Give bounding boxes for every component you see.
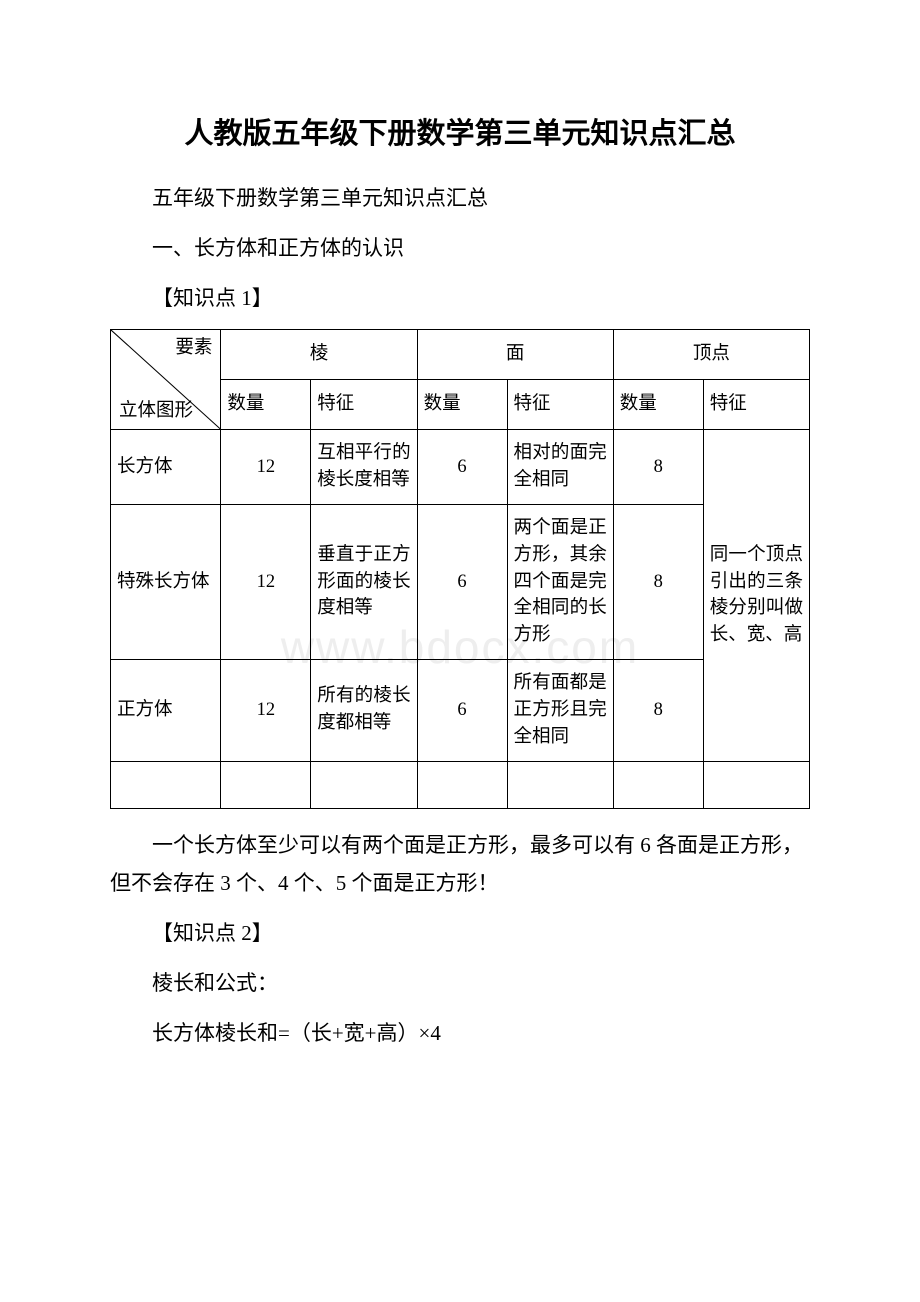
cell-face-n: 6 [417, 660, 507, 761]
empty-cell [613, 761, 703, 809]
solid-shapes-table: 要素 立体图形 棱 面 顶点 数量 特征 数量 特征 数量 特征 长方体 12 … [110, 329, 810, 809]
note-paragraph: 一个长方体至少可以有两个面是正方形，最多可以有 6 各面是正方形，但不会存在 3… [110, 827, 810, 903]
cell-edge-n: 12 [221, 430, 311, 505]
cell-edge-f: 所有的棱长度都相等 [311, 660, 417, 761]
empty-cell [311, 761, 417, 809]
knowledge-point-1-label: 【知识点 1】 [110, 280, 810, 318]
cell-face-f: 两个面是正方形，其余四个面是完全相同的长方形 [507, 505, 613, 660]
cell-face-n: 6 [417, 430, 507, 505]
table-header-row-1: 要素 立体图形 棱 面 顶点 [111, 330, 810, 380]
cell-edge-f: 垂直于正方形面的棱长度相等 [311, 505, 417, 660]
subtitle: 五年级下册数学第三单元知识点汇总 [110, 180, 810, 218]
header-vertex-qty: 数量 [613, 380, 703, 430]
cell-shape-name: 特殊长方体 [111, 505, 221, 660]
header-face: 面 [417, 330, 613, 380]
cell-vert-feat-merged: 同一个顶点引出的三条棱分别叫做长、宽、高 [703, 430, 809, 761]
empty-cell [417, 761, 507, 809]
header-face-qty: 数量 [417, 380, 507, 430]
cell-face-f: 所有面都是正方形且完全相同 [507, 660, 613, 761]
empty-cell [221, 761, 311, 809]
formula-cuboid-edge-sum: 长方体棱长和=（长+宽+高）×4 [110, 1015, 810, 1053]
table-row-cuboid: 长方体 12 互相平行的棱长度相等 6 相对的面完全相同 8 同一个顶点引出的三… [111, 430, 810, 505]
cell-edge-n: 12 [221, 505, 311, 660]
knowledge-point-2-label: 【知识点 2】 [110, 915, 810, 953]
header-face-feat: 特征 [507, 380, 613, 430]
diag-header-top: 要素 [175, 336, 212, 360]
cell-face-f: 相对的面完全相同 [507, 430, 613, 505]
header-vertex-feat: 特征 [703, 380, 809, 430]
empty-cell [703, 761, 809, 809]
cell-edge-f: 互相平行的棱长度相等 [311, 430, 417, 505]
table-empty-row [111, 761, 810, 809]
header-edge-feat: 特征 [311, 380, 417, 430]
formula-heading: 棱长和公式： [110, 965, 810, 1003]
empty-cell [111, 761, 221, 809]
diag-header-bottom: 立体图形 [119, 399, 193, 423]
cell-shape-name: 正方体 [111, 660, 221, 761]
empty-cell [507, 761, 613, 809]
cell-face-n: 6 [417, 505, 507, 660]
cell-shape-name: 长方体 [111, 430, 221, 505]
cell-edge-n: 12 [221, 660, 311, 761]
page-title: 人教版五年级下册数学第三单元知识点汇总 [110, 110, 810, 152]
cell-vert-n: 8 [613, 505, 703, 660]
diagonal-header-cell: 要素 立体图形 [111, 330, 221, 430]
cell-vert-n: 8 [613, 430, 703, 505]
section-heading: 一、长方体和正方体的认识 [110, 230, 810, 268]
document-content: 人教版五年级下册数学第三单元知识点汇总 五年级下册数学第三单元知识点汇总 一、长… [110, 110, 810, 1052]
header-edge-qty: 数量 [221, 380, 311, 430]
header-vertex: 顶点 [613, 330, 809, 380]
cell-vert-n: 8 [613, 660, 703, 761]
header-edge: 棱 [221, 330, 417, 380]
